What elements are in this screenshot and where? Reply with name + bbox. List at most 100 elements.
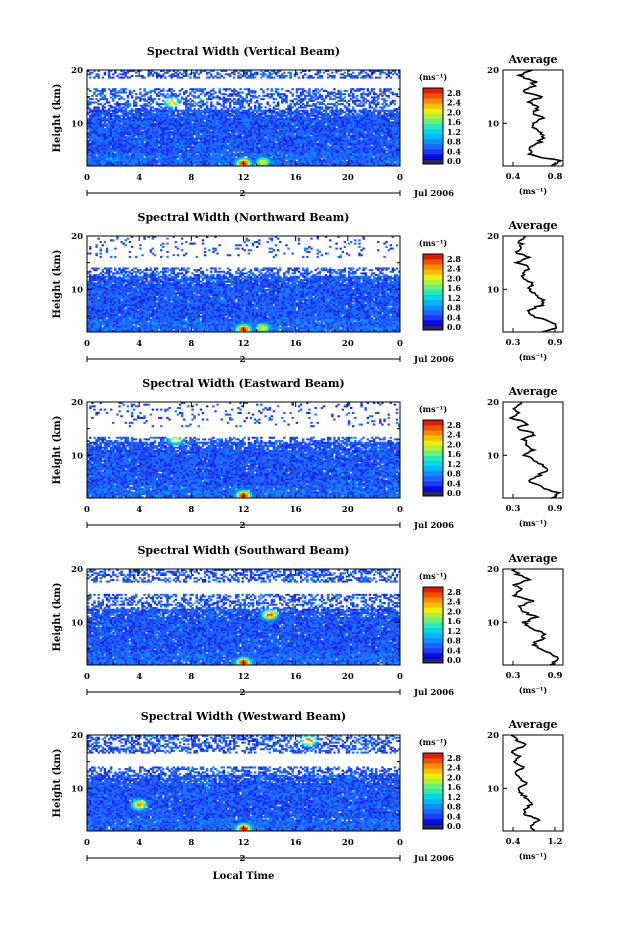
heatmap-cell [105, 141, 109, 144]
heatmap-cell [153, 113, 157, 116]
heatmap-cell [222, 137, 226, 140]
heatmap-cell [143, 157, 146, 160]
heatmap-cell [189, 113, 192, 116]
heatmap-cell [237, 137, 240, 140]
heatmap-cell [160, 164, 163, 167]
heatmap-cell [107, 108, 111, 111]
heatmap-cell [372, 141, 376, 144]
heatmap-cell [214, 136, 217, 139]
heatmap-cell [216, 152, 219, 155]
heatmap-cell [387, 152, 390, 155]
heatmap-cell [101, 152, 105, 155]
heatmap-cell [289, 162, 292, 165]
heatmap-cell [287, 116, 290, 119]
heatmap-cell [372, 159, 376, 162]
heatmap-cell [285, 156, 288, 159]
heatmap-cell [379, 144, 382, 147]
heatmap-cell [195, 141, 198, 144]
heatmap-cell [235, 146, 238, 149]
heatmap-cell [128, 142, 132, 145]
heatmap-cell [199, 149, 203, 152]
heatmap-cell [124, 154, 127, 157]
heatmap-cell [93, 156, 96, 159]
heatmap-cell [105, 154, 109, 157]
heatmap-cell [364, 161, 367, 164]
heatmap-cell [289, 149, 292, 152]
heatmap-cell [137, 157, 140, 160]
heatmap-cell [180, 146, 184, 149]
heatmap-cell [241, 149, 244, 152]
heatmap-cell [249, 159, 253, 162]
heatmap-cell [105, 109, 109, 112]
heatmap-cell [220, 156, 223, 159]
heatmap-cell [372, 139, 376, 142]
heatmap-cell [210, 154, 213, 157]
heatmap-cell [343, 137, 347, 140]
heatmap-cell [228, 159, 232, 162]
heatmap-cell [320, 152, 324, 155]
heatmap-cell [316, 144, 319, 147]
heatmap-cell [174, 151, 178, 154]
heatmap-cell [356, 157, 359, 160]
heatmap-cell [397, 161, 401, 164]
heatmap-cell [377, 141, 380, 144]
heatmap-cell [387, 139, 390, 142]
heatmap-cell [195, 142, 198, 145]
heatmap-cell [168, 154, 171, 157]
heatmap-cell [241, 142, 244, 145]
heatmap-cell [241, 139, 244, 142]
heatmap-cell [153, 164, 157, 167]
heatmap-cell [228, 154, 232, 157]
heatmap-cell [291, 137, 294, 140]
heatmap-cell [318, 152, 322, 155]
heatmap-cell [310, 164, 313, 167]
heatmap-cell [199, 152, 203, 155]
heatmap-cell [193, 152, 196, 155]
heatmap-cell [93, 144, 96, 147]
heatmap-cell [251, 152, 255, 155]
heatmap-cell [253, 161, 257, 164]
heatmap-cell [122, 109, 125, 112]
heatmap-cell [377, 137, 380, 140]
heatmap-cell [276, 154, 280, 157]
heatmap-cell [99, 162, 102, 165]
heatmap-cell [291, 154, 294, 157]
heatmap-cell [360, 149, 363, 152]
heatmap-cell [385, 154, 388, 157]
heatmap-cell [354, 149, 357, 152]
heatmap-cell [235, 162, 238, 165]
heatmap-cell [141, 139, 144, 142]
heatmap-cell [349, 154, 353, 157]
heatmap-cell [285, 164, 288, 167]
heatmap-cell [283, 149, 286, 152]
heatmap-cell [264, 144, 267, 147]
heatmap-cell [385, 147, 388, 150]
heatmap-cell [310, 157, 313, 160]
heatmap-cell [374, 141, 378, 144]
heatmap-cell [147, 162, 150, 165]
heatmap-cell [149, 157, 153, 160]
heatmap-cell [374, 114, 378, 117]
heatmap-cell [241, 154, 244, 157]
heatmap-cell [164, 157, 167, 160]
heatmap-cell [180, 136, 184, 139]
heatmap-cell [178, 156, 182, 159]
heatmap-cell [191, 157, 194, 160]
heatmap-cell [247, 137, 251, 140]
heatmap-cell [308, 137, 311, 140]
heatmap-cell [89, 157, 92, 160]
heatmap-cell [391, 159, 395, 162]
heatmap-cell [366, 141, 370, 144]
heatmap-cell [114, 156, 117, 159]
heatmap-cell [128, 139, 132, 142]
heatmap-cell [103, 157, 107, 160]
heatmap-cell [130, 161, 134, 164]
heatmap-cell [266, 137, 269, 140]
heatmap-cell [124, 151, 127, 154]
heatmap-cell [205, 144, 209, 147]
heatmap-cell [262, 146, 265, 149]
heatmap-cell [395, 144, 399, 147]
heatmap-cell [251, 151, 255, 154]
heatmap-cell [349, 157, 353, 160]
heatmap-cell [114, 161, 117, 164]
